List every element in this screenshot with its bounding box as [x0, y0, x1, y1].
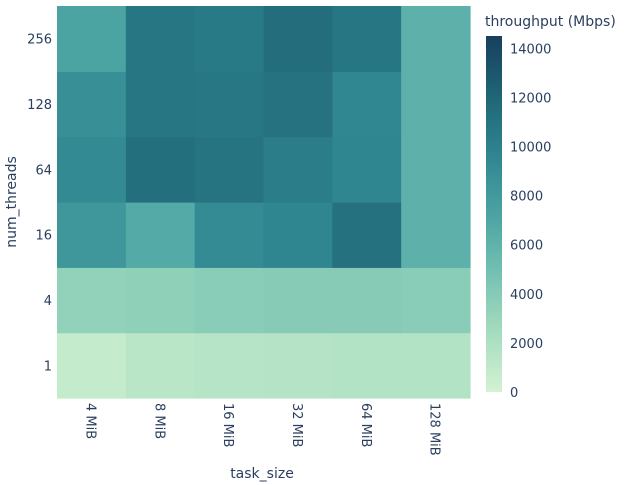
heatmap-cell	[57, 71, 127, 138]
x-tick-label: 32 MiB	[289, 403, 304, 447]
colorbar-gradient	[486, 36, 502, 392]
heatmap-cell	[332, 332, 402, 399]
heatmap-cell	[401, 71, 471, 138]
heatmap-cell	[57, 267, 127, 334]
heatmap-cell	[263, 332, 333, 399]
heatmap-cell	[194, 136, 265, 203]
heatmap-cell	[401, 267, 471, 334]
colorbar-tick-label: 4000	[510, 288, 543, 303]
heatmap-cell	[57, 6, 127, 72]
x-axis-title: task_size	[230, 466, 294, 482]
heatmap-cell	[263, 267, 333, 334]
y-tick-label: 4	[44, 294, 52, 309]
heatmap-cell	[57, 332, 127, 399]
heatmap-cell	[401, 136, 471, 203]
colorbar-title: throughput (Mbps)	[485, 14, 616, 30]
x-tick-label: 16 MiB	[220, 403, 235, 447]
y-tick-label: 128	[27, 98, 52, 113]
heatmap-cell	[125, 71, 196, 138]
heatmap-cell	[194, 6, 265, 72]
heatmap-cell	[332, 267, 402, 334]
colorbar-tick-label: 0	[510, 386, 518, 401]
x-tick-label: 4 MiB	[82, 403, 97, 439]
x-axis-ticks: 4 MiB 8 MiB 16 MiB 32 MiB 64 MiB 128 MiB	[82, 403, 441, 456]
colorbar-tick-label: 2000	[510, 337, 543, 352]
y-tick-label: 1	[44, 359, 52, 374]
colorbar-ticks: 0 2000 4000 6000 8000 10000 12000 14000	[510, 42, 551, 401]
heatmap-cell	[263, 6, 333, 72]
heatmap-cell	[125, 267, 196, 334]
heatmap-cell	[332, 136, 402, 203]
heatmap-cells	[57, 6, 471, 399]
heatmap-cell	[125, 136, 196, 203]
heatmap-cell	[125, 202, 196, 268]
colorbar-tick-label: 12000	[510, 91, 551, 106]
x-tick-label: 8 MiB	[151, 403, 166, 439]
colorbar-tick-label: 14000	[510, 42, 551, 57]
heatmap-cell	[194, 332, 265, 399]
heatmap-cell	[401, 6, 471, 72]
y-tick-label: 16	[35, 229, 52, 244]
heatmap-cell	[401, 202, 471, 268]
heatmap-cell	[263, 71, 333, 138]
heatmap-cell	[401, 332, 471, 399]
colorbar-tick-label: 10000	[510, 141, 551, 156]
y-tick-label: 256	[27, 33, 52, 48]
heatmap-cell	[57, 202, 127, 268]
heatmap-cell	[263, 136, 333, 203]
heatmap-cell	[194, 267, 265, 334]
colorbar-tick-label: 6000	[510, 239, 543, 254]
heatmap-cell	[125, 332, 196, 399]
heatmap-cell	[194, 71, 265, 138]
heatmap-cell	[263, 202, 333, 268]
heatmap-cell	[57, 136, 127, 203]
x-tick-label: 64 MiB	[358, 403, 373, 447]
y-tick-label: 64	[35, 163, 52, 178]
heatmap-cell	[125, 6, 196, 72]
heatmap-cell	[332, 6, 402, 72]
heatmap-cell	[332, 202, 402, 268]
colorbar-tick-label: 8000	[510, 190, 543, 205]
y-axis-title: num_threads	[4, 156, 20, 248]
colorbar: throughput (Mbps) 0 2000 4000 6000 8000 10000…	[485, 14, 616, 401]
y-axis-ticks: 1 4 16 64 128 256	[27, 33, 52, 375]
x-tick-label: 128 MiB	[427, 403, 442, 456]
heatmap-cell	[332, 71, 402, 138]
heatmap-cell	[194, 202, 265, 268]
